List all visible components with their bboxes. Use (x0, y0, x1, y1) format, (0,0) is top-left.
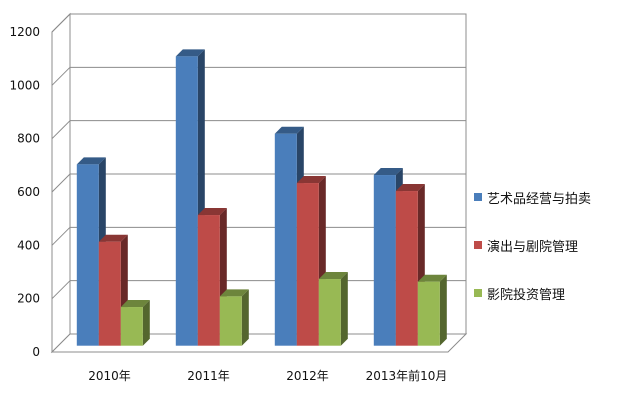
bar-top (76, 157, 106, 165)
gridline (51, 13, 71, 33)
bar-top (197, 208, 227, 216)
bar-side (340, 272, 348, 346)
floor (50, 333, 468, 353)
bar-top (395, 184, 425, 192)
bar (175, 56, 198, 346)
legend-swatch-art (474, 193, 482, 201)
bar-top (373, 168, 403, 176)
bar (219, 296, 242, 346)
bar (197, 215, 220, 346)
y-tick-label: 1200 (9, 25, 40, 39)
bar-side (241, 289, 249, 346)
legend-item-art: 艺术品经营与拍卖 (474, 188, 614, 208)
bar-top (417, 274, 447, 282)
legend-label-art: 艺术品经营与拍卖 (487, 192, 592, 207)
legend-swatch-cinema (474, 289, 482, 297)
x-tick-label: 2013年前10月 (366, 368, 448, 383)
legend-item-cinema: 影院投资管理 (474, 284, 614, 304)
bar-top (120, 300, 150, 308)
legend-item-performance: 演出与剧院管理 (474, 236, 614, 256)
x-tick-label: 2010年 (88, 369, 131, 383)
bar-top (175, 49, 205, 57)
bar-top (219, 289, 249, 297)
gridline (51, 226, 71, 246)
y-tick-label: 400 (17, 238, 40, 252)
bar (296, 183, 319, 346)
bar (318, 279, 341, 346)
legend-label-cinema: 影院投资管理 (487, 288, 566, 303)
bar-top (318, 272, 348, 280)
bar (76, 164, 99, 346)
bar-top (296, 176, 326, 184)
gridline (51, 173, 71, 193)
bar (274, 133, 297, 346)
bar-side (142, 300, 150, 346)
bar-top (274, 126, 304, 134)
y-tick-label: 600 (17, 185, 40, 199)
bar (373, 175, 396, 346)
y-tick-label: 0 (32, 345, 40, 359)
y-tick-label: 200 (17, 292, 40, 306)
y-tick-label: 800 (17, 132, 40, 146)
x-tick-label: 2011年 (187, 369, 230, 383)
bar-side (439, 274, 447, 346)
bar (120, 307, 143, 346)
gridline (51, 66, 71, 86)
bar (417, 281, 440, 346)
legend-label-performance: 演出与剧院管理 (487, 240, 579, 255)
gridline (51, 280, 71, 300)
bar (395, 191, 418, 346)
y-tick-label: 1000 (9, 78, 40, 92)
bar (98, 241, 121, 346)
legend-swatch-performance (474, 241, 482, 249)
x-tick-label: 2012年 (286, 369, 329, 383)
gridline (51, 120, 71, 140)
bar-top (98, 234, 128, 242)
legend: 艺术品经营与拍卖 演出与剧院管理 影院投资管理 (474, 188, 614, 332)
